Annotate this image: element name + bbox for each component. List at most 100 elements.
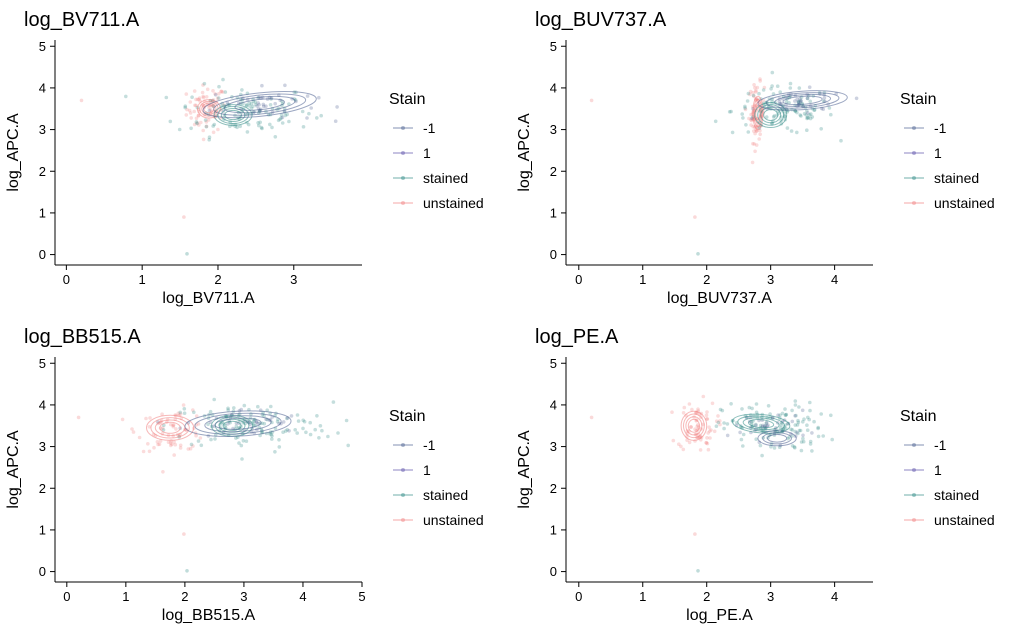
data-point-stained [202, 81, 207, 86]
density-contour--1 [214, 417, 262, 430]
data-point-stained [827, 106, 832, 110]
data-point-unstained [704, 413, 709, 418]
data-point-stained [722, 426, 726, 431]
data-point-stained [808, 442, 813, 446]
data-point-unstained [189, 116, 193, 120]
data-point-stained [722, 421, 726, 425]
plot-area [76, 397, 351, 573]
data-point-stained [295, 413, 300, 417]
data-point-unstained [204, 95, 209, 99]
data-point-stained [829, 112, 833, 117]
x-tick-label: 1 [639, 589, 646, 604]
y-tick-label: 4 [39, 397, 46, 412]
density-contour--1 [184, 410, 292, 437]
data-point-stained [240, 88, 244, 92]
legend-label: stained [423, 170, 468, 186]
data-point-unstained [216, 127, 220, 132]
panel-bb515: log_BB515.A 0 1 2 3 4 5 0 1 2 3 4 5 log_BB515.A log_AP… [0, 317, 511, 634]
data-point-stained [730, 130, 735, 135]
data-point-unstained [195, 121, 200, 125]
data-point-unstained [201, 83, 205, 87]
data-point-stained [740, 112, 744, 116]
data-point--1 [796, 100, 801, 105]
data-point-stained [804, 113, 808, 117]
panel-pe: log_PE.A 0 1 2 3 4 5 0 1 2 3 4 log_PE.A log_APC.A Stai… [511, 317, 1022, 634]
data-point-stained [211, 124, 215, 128]
data-point-unstained [174, 427, 178, 431]
data-point-stained [760, 453, 764, 458]
y-tick-label: 1 [39, 522, 46, 537]
data-point-unstained [219, 89, 223, 94]
y-tick-label: 2 [39, 164, 46, 179]
data-point-unstained [682, 405, 687, 410]
data-point--1 [305, 116, 309, 120]
data-point-stained [280, 121, 285, 125]
legend-key-point [401, 468, 405, 472]
data-point-stained [798, 113, 802, 117]
y-tick-label: 0 [39, 564, 46, 579]
data-point-unstained [184, 92, 189, 96]
data-point-unstained [168, 441, 173, 445]
legend-title: Stain [389, 91, 425, 108]
data-point--1 [805, 96, 810, 101]
x-tick-label: 4 [831, 272, 838, 287]
data-point-stained [262, 421, 267, 426]
data-point-stained [206, 422, 210, 427]
data-point--1 [793, 414, 797, 418]
density-contour-unstained [685, 416, 703, 436]
x-tick-label: 5 [358, 589, 365, 604]
x-tick-label: 3 [240, 589, 247, 604]
data-point-outlier [589, 98, 594, 103]
data-point-stained [802, 111, 807, 116]
data-point-unstained [196, 113, 201, 118]
data-point-unstained [755, 129, 759, 133]
data-point-stained [204, 124, 209, 129]
data-point-stained [805, 423, 809, 427]
data-point-stained [212, 122, 217, 127]
data-point-unstained [696, 407, 700, 411]
data-point-stained [778, 413, 782, 417]
data-point-unstained [754, 129, 759, 133]
data-point-stained [178, 410, 182, 415]
data-point-unstained [176, 411, 181, 416]
data-point-stained [260, 126, 264, 131]
legend-label: unstained [934, 195, 995, 211]
data-point--1 [261, 102, 266, 107]
data-point-unstained [181, 403, 186, 407]
data-point-stained [300, 109, 305, 114]
data-point-unstained [706, 431, 710, 435]
data-point-unstained [141, 449, 146, 454]
data-point--1 [246, 420, 250, 424]
legend-key-point [912, 493, 916, 497]
data-point-unstained [716, 414, 720, 418]
data-point-stained [805, 115, 810, 120]
data-point--1 [333, 119, 338, 123]
data-point-stained [203, 118, 208, 122]
density-contour--1 [757, 430, 797, 447]
data-point-stained [242, 403, 247, 408]
data-point-stained [315, 116, 319, 120]
data-point--1 [798, 97, 802, 101]
data-point-unstained [147, 425, 152, 429]
density-contour--1 [782, 95, 823, 106]
data-point--1 [260, 83, 264, 88]
x-tick-label: 2 [703, 589, 710, 604]
density-contour--1 [774, 93, 832, 107]
data-point-stained [237, 441, 241, 445]
legend-title: Stain [900, 91, 936, 108]
legend-key-point [912, 126, 916, 130]
legend-label: unstained [934, 512, 995, 528]
data-point-stained [830, 437, 834, 442]
data-point-unstained [188, 100, 193, 104]
data-point-unstained [170, 442, 174, 447]
data-point-stained [783, 426, 788, 431]
y-axis-label: log_APC.A [516, 113, 533, 192]
data-point-stained [777, 445, 782, 449]
data-point--1 [255, 104, 259, 108]
data-point-stained [192, 410, 196, 415]
density-contour--1 [202, 91, 317, 119]
data-point-stained [287, 119, 291, 124]
data-point-stained [790, 408, 794, 413]
density-contour-stained [760, 106, 782, 124]
data-point-stained [772, 114, 777, 118]
